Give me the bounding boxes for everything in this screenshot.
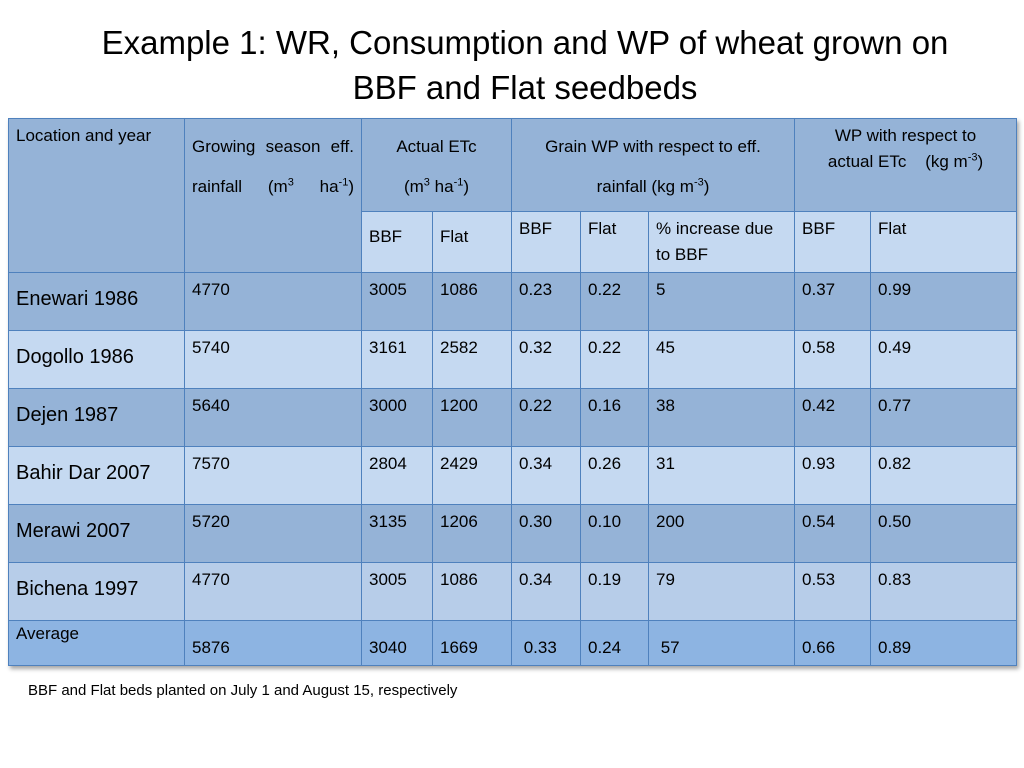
- row-rain: 4770: [184, 562, 362, 621]
- row-gwp-flat: 0.22: [580, 272, 649, 331]
- header-wp-bbf: BBF: [794, 211, 872, 273]
- row-increase: 45: [647, 330, 796, 389]
- row-etc-flat: 2429: [432, 446, 512, 505]
- table-row: Enewari 1986 4770 3005 1086 0.23 0.22 5 …: [8, 272, 1018, 331]
- row-rain: 5740: [184, 330, 362, 389]
- header-row-2: BBF Flat BBF Flat % increase due to BBF …: [9, 211, 1018, 273]
- row-wp-bbf: 0.54: [794, 504, 872, 563]
- header-wp-flat: Flat: [870, 211, 1018, 273]
- slide-title-line2: BBF and Flat seedbeds: [352, 69, 698, 106]
- table-row: Bichena 1997 4770 3005 1086 0.34 0.19 79…: [8, 562, 1018, 621]
- header-growing-season: Growing season eff. rainfall (m3 ha-1): [184, 118, 362, 273]
- row-etc-bbf: 3005: [361, 272, 433, 331]
- row-gwp-flat: 0.26: [580, 446, 649, 505]
- average-gwp-flat: 0.24: [580, 620, 649, 666]
- average-etc-flat: 1669: [432, 620, 512, 666]
- row-increase: 5: [647, 272, 796, 331]
- header-grain-wp: Grain WP with respect to eff. rainfall (…: [510, 118, 796, 212]
- row-etc-flat: 2582: [432, 330, 512, 389]
- row-etc-flat: 1200: [432, 388, 512, 447]
- row-etc-flat: 1206: [432, 504, 512, 563]
- row-gwp-flat: 0.22: [580, 330, 649, 389]
- row-etc-bbf: 3000: [361, 388, 433, 447]
- header-gwp-increase: % increase due to BBF: [647, 211, 796, 273]
- header-wp-actual-etc: WP with respect to actual ETc (kg m-3): [794, 118, 1018, 212]
- row-rain: 5640: [184, 388, 362, 447]
- row-gwp-flat: 0.19: [580, 562, 649, 621]
- row-rain: 4770: [184, 272, 362, 331]
- row-wp-flat: 0.77: [870, 388, 1018, 447]
- row-wp-flat: 0.99: [870, 272, 1018, 331]
- row-location: Enewari 1986: [8, 272, 185, 331]
- row-location: Bichena 1997: [8, 562, 185, 621]
- row-gwp-bbf: 0.34: [511, 446, 581, 505]
- header-actual-etc: Actual ETc (m3 ha-1): [361, 118, 512, 212]
- average-etc-bbf: 3040: [361, 620, 433, 666]
- table-row: Dejen 1987 5640 3000 1200 0.22 0.16 38 0…: [8, 388, 1018, 447]
- row-etc-bbf: 2804: [361, 446, 433, 505]
- header-etc-bbf: BBF: [361, 211, 433, 273]
- row-gwp-bbf: 0.30: [511, 504, 581, 563]
- header-etc-flat: Flat: [432, 211, 512, 273]
- row-gwp-bbf: 0.34: [511, 562, 581, 621]
- row-wp-flat: 0.83: [870, 562, 1018, 621]
- table-row: Merawi 2007 5720 3135 1206 0.30 0.10 200…: [8, 504, 1018, 563]
- row-gwp-bbf: 0.32: [511, 330, 581, 389]
- data-table: Location and year Growing season eff. ra…: [8, 118, 1018, 666]
- row-wp-flat: 0.49: [870, 330, 1018, 389]
- row-wp-bbf: 0.42: [794, 388, 872, 447]
- row-increase: 38: [647, 388, 796, 447]
- table-row: Dogollo 1986 5740 3161 2582 0.32 0.22 45…: [8, 330, 1018, 389]
- average-row: Average 5876 3040 1669 0.33 0.24 57 0.66…: [8, 620, 1018, 666]
- slide-title-line1: Example 1: WR, Consumption and WP of whe…: [101, 24, 949, 61]
- row-etc-bbf: 3161: [361, 330, 433, 389]
- header-row-1: Location and year Growing season eff. ra…: [8, 118, 1018, 273]
- row-increase: 31: [647, 446, 796, 505]
- row-increase: 200: [647, 504, 796, 563]
- table-row: Bahir Dar 2007 7570 2804 2429 0.34 0.26 …: [8, 446, 1018, 505]
- row-location: Bahir Dar 2007: [8, 446, 185, 505]
- slide-title: Example 1: WR, Consumption and WP of whe…: [40, 20, 1010, 110]
- row-gwp-bbf: 0.22: [511, 388, 581, 447]
- row-wp-flat: 0.50: [870, 504, 1018, 563]
- row-etc-flat: 1086: [432, 562, 512, 621]
- row-gwp-flat: 0.16: [580, 388, 649, 447]
- row-location: Merawi 2007: [8, 504, 185, 563]
- row-etc-flat: 1086: [432, 272, 512, 331]
- row-wp-bbf: 0.93: [794, 446, 872, 505]
- header-location: Location and year: [8, 118, 185, 273]
- average-increase: 57: [647, 620, 796, 666]
- row-increase: 79: [647, 562, 796, 621]
- average-wp-flat: 0.89: [870, 620, 1018, 666]
- row-location: Dogollo 1986: [8, 330, 185, 389]
- average-wp-bbf: 0.66: [794, 620, 872, 666]
- header-gwp-bbf: BBF: [511, 211, 581, 273]
- row-etc-bbf: 3005: [361, 562, 433, 621]
- row-wp-bbf: 0.37: [794, 272, 872, 331]
- row-gwp-flat: 0.10: [580, 504, 649, 563]
- average-label: Average: [8, 620, 185, 666]
- row-wp-flat: 0.82: [870, 446, 1018, 505]
- average-gwp-bbf: 0.33: [511, 620, 581, 666]
- row-gwp-bbf: 0.23: [511, 272, 581, 331]
- row-etc-bbf: 3135: [361, 504, 433, 563]
- row-wp-bbf: 0.58: [794, 330, 872, 389]
- row-rain: 5720: [184, 504, 362, 563]
- average-rain: 5876: [184, 620, 362, 666]
- row-rain: 7570: [184, 446, 362, 505]
- footnote: BBF and Flat beds planted on July 1 and …: [28, 682, 458, 699]
- header-gwp-flat: Flat: [580, 211, 649, 273]
- row-location: Dejen 1987: [8, 388, 185, 447]
- row-wp-bbf: 0.53: [794, 562, 872, 621]
